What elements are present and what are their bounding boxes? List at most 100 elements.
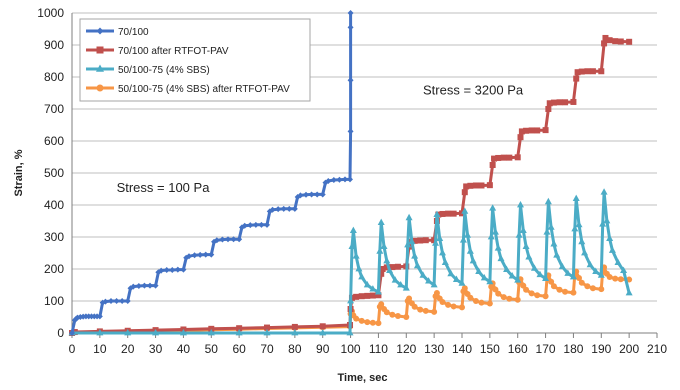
data-point [447, 269, 455, 277]
data-point [461, 189, 468, 196]
data-point [450, 210, 457, 217]
x-tick-label: 30 [149, 342, 163, 356]
data-point [564, 269, 572, 276]
data-point [364, 319, 371, 326]
data-point [369, 319, 376, 326]
y-tick-label: 400 [44, 198, 64, 212]
data-point [183, 254, 190, 261]
x-tick-label: 80 [288, 342, 302, 356]
data-point [349, 226, 357, 233]
x-axis-title: Time, sec [338, 372, 388, 384]
data-point [576, 274, 582, 281]
data-point [548, 278, 555, 285]
y-tick-label: 800 [44, 70, 64, 84]
data-point [389, 311, 396, 318]
data-point [431, 237, 438, 244]
data-point [486, 182, 493, 189]
x-tick-label: 10 [93, 342, 107, 356]
data-point [379, 266, 386, 272]
data-point [534, 292, 541, 299]
data-point [96, 329, 104, 336]
data-point [495, 290, 502, 297]
data-point [584, 283, 591, 290]
data-point [314, 191, 321, 198]
data-point [358, 317, 365, 324]
data-point [291, 323, 298, 330]
data-point [523, 127, 530, 134]
data-point [163, 266, 170, 273]
data-point [419, 271, 427, 278]
data-point [452, 275, 460, 282]
annotation-1: Stress = 100 Pa [117, 180, 211, 195]
data-point [570, 98, 577, 105]
data-point [291, 205, 298, 212]
data-point [158, 267, 165, 274]
data-point [542, 274, 550, 281]
data-point [124, 329, 132, 336]
data-point [130, 283, 137, 290]
data-point [592, 267, 600, 274]
data-point [264, 221, 270, 228]
data-point [472, 298, 479, 304]
data-point [486, 277, 494, 285]
data-point [152, 282, 159, 289]
data-point [550, 99, 557, 106]
data-point [269, 206, 276, 213]
y-tick-label: 0 [57, 326, 64, 340]
data-point [469, 257, 477, 264]
data-point [467, 182, 474, 189]
data-point [342, 176, 348, 183]
data-point [96, 27, 104, 35]
data-point [408, 237, 416, 245]
data-point [207, 329, 215, 336]
data-point [562, 288, 569, 295]
data-point [336, 176, 343, 183]
data-point [383, 309, 390, 316]
data-point [180, 266, 187, 273]
x-tick-label: 160 [508, 342, 528, 356]
legend-label: 50/100-75 (4% SBS) after RTFOT-PAV [118, 84, 290, 95]
data-point [432, 239, 440, 246]
data-point [508, 272, 516, 279]
data-point [439, 210, 446, 217]
x-tick-label: 130 [424, 342, 444, 356]
legend-item-2: 70/100 after RTFOT-PAV [86, 46, 229, 57]
data-point [500, 294, 507, 301]
legend-label: 70/100 after RTFOT-PAV [118, 46, 229, 57]
data-point [413, 261, 421, 269]
data-point [383, 264, 390, 271]
data-point [258, 221, 265, 228]
data-point [463, 183, 470, 190]
annotation-2: Stress = 3200 Pa [423, 83, 524, 98]
data-point [363, 281, 371, 288]
data-point [394, 263, 401, 270]
data-point [441, 258, 449, 265]
data-point [369, 292, 376, 299]
data-point [247, 222, 254, 229]
data-point [202, 251, 209, 258]
legend-label: 50/100-75 (4% SBS) [118, 65, 210, 76]
data-point [575, 220, 583, 228]
legend-label: 70/100 [118, 27, 149, 38]
data-point [280, 205, 287, 212]
y-tick-label: 1000 [37, 6, 64, 20]
data-point [489, 162, 496, 168]
data-point [179, 329, 187, 336]
data-point [612, 275, 619, 282]
data-point [599, 220, 607, 227]
data-point [517, 134, 524, 141]
x-tick-label: 170 [536, 342, 556, 356]
data-point [355, 265, 363, 272]
data-point [411, 252, 419, 259]
data-point [375, 292, 382, 299]
data-point [433, 210, 441, 217]
data-point [612, 38, 619, 45]
data-point [556, 286, 563, 293]
data-point [69, 330, 75, 336]
axes: 0 100 200 300 400 500 600 700 800 900 1000 0 10 20 30 4… [13, 6, 667, 384]
data-point [386, 266, 394, 273]
data-point [213, 237, 220, 244]
data-point [330, 177, 337, 184]
data-point [303, 191, 309, 198]
data-point [486, 300, 493, 307]
